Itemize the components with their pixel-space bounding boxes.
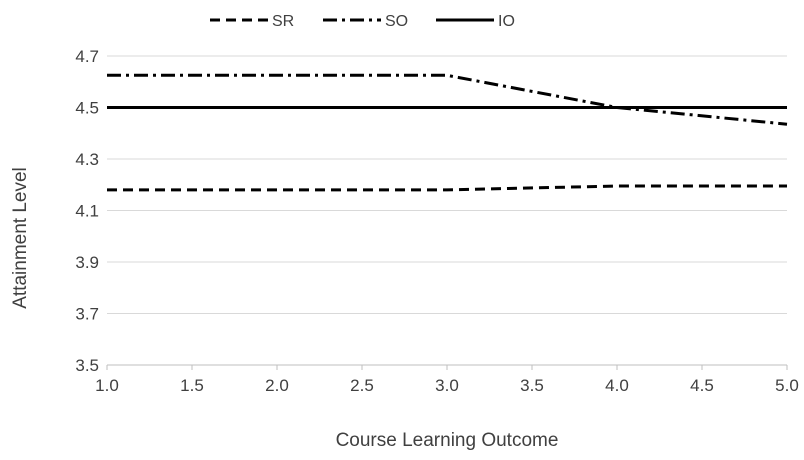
y-tick-label: 3.5 — [75, 356, 99, 375]
x-tick-labels: 1.0 1.5 2.0 2.5 3.0 3.5 4.0 4.5 5.0 — [95, 376, 799, 395]
x-tick-label: 1.0 — [95, 376, 119, 395]
legend-label-sr: SR — [272, 13, 294, 30]
x-tick-label: 1.5 — [180, 376, 204, 395]
legend-label-io: IO — [498, 13, 515, 30]
x-tick-label: 3.5 — [520, 376, 544, 395]
x-tick-label: 3.0 — [435, 376, 459, 395]
x-axis-title: Course Learning Outcome — [336, 430, 559, 451]
y-tick-label: 4.1 — [75, 202, 99, 221]
y-tick-label: 3.7 — [75, 305, 99, 324]
axes — [106, 364, 788, 370]
x-tick-label: 4.0 — [605, 376, 629, 395]
y-axis-title: Attainment Level — [10, 167, 31, 309]
y-tick-label: 4.3 — [75, 150, 99, 169]
y-tick-label: 4.7 — [75, 47, 99, 66]
y-tick-label: 3.9 — [75, 253, 99, 272]
series-line-sr — [107, 184, 787, 192]
series-line-so — [107, 73, 788, 126]
x-tick-label: 2.0 — [265, 376, 289, 395]
y-tick-label: 4.5 — [75, 99, 99, 118]
x-tick-label: 2.5 — [350, 376, 374, 395]
y-tick-labels: 3.5 3.7 3.9 4.1 4.3 4.5 4.7 — [75, 47, 99, 375]
legend: SR SO IO — [210, 13, 515, 30]
series-lines — [107, 73, 788, 192]
x-tick-label: 5.0 — [775, 376, 799, 395]
x-tick-label: 4.5 — [690, 376, 714, 395]
legend-label-so: SO — [385, 13, 408, 30]
